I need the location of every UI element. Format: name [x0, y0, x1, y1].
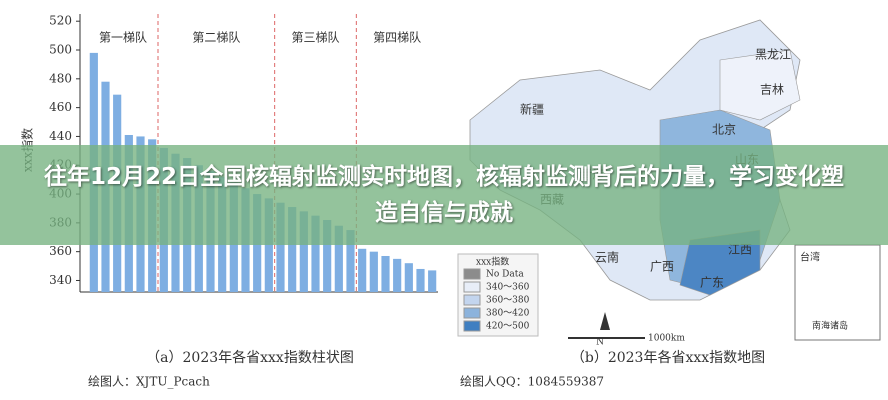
province-label: 云南 [595, 250, 619, 265]
bar [428, 270, 437, 292]
province-label: 江西 [728, 243, 752, 257]
legend-label: 360～380 [486, 296, 530, 306]
map-author: 绘图人QQ：1084559387 [460, 374, 604, 389]
y-tick-label: 360 [49, 244, 72, 258]
group-label: 第四梯队 [373, 30, 421, 45]
bar [381, 255, 390, 292]
bar [393, 258, 402, 292]
legend-label: No Data [486, 270, 524, 280]
legend-label: 420～500 [486, 322, 530, 332]
bar [369, 251, 378, 292]
chart-author: 绘图人：XJTU_Pcach [88, 374, 210, 389]
map-caption: （b）2023年各省xxx指数地图 [571, 350, 765, 366]
bar [346, 230, 355, 292]
y-tick-label: 460 [49, 100, 72, 114]
bar [416, 268, 425, 292]
legend-swatch [463, 268, 481, 280]
banner: 往年12月22日全国核辐射监测实时地图，核辐射监测背后的力量，学习变化塑造自信与… [0, 145, 888, 245]
bar [323, 219, 332, 292]
province-label: 台湾 [800, 251, 820, 264]
bar [264, 198, 273, 292]
province-label: 新疆 [520, 102, 544, 117]
province-label: 南海诸岛 [812, 320, 848, 332]
bar [311, 215, 320, 292]
bar [404, 263, 413, 292]
north-arrow [600, 312, 610, 330]
legend-label: 380～420 [486, 309, 530, 319]
legend-title: xxx指数 [476, 256, 509, 268]
bar [299, 211, 308, 292]
province-label: 黑龙江 [755, 48, 791, 62]
province-label: 吉林 [760, 83, 784, 97]
map-shape [719, 49, 801, 121]
province-label: 北京 [712, 123, 736, 137]
legend-label: 340～360 [486, 283, 530, 293]
group-label: 第二梯队 [192, 30, 240, 45]
province-label: 广西 [650, 260, 674, 274]
y-tick-label: 520 [49, 14, 72, 28]
bar [276, 202, 285, 292]
chart-caption: （a）2023年各省xxx指数柱状图 [146, 350, 354, 366]
group-label: 第三梯队 [291, 30, 339, 45]
banner-title: 往年12月22日全国核辐射监测实时地图，核辐射监测背后的力量，学习变化塑造自信与… [43, 164, 844, 226]
inset-frame [794, 244, 881, 341]
legend-swatch [463, 307, 481, 319]
y-tick-label: 500 [49, 43, 72, 57]
north-label: N [596, 338, 604, 348]
bar [288, 207, 297, 292]
y-tick-label: 440 [49, 129, 72, 143]
bar [358, 248, 367, 292]
y-tick-label: 480 [49, 71, 72, 85]
y-tick-label: 340 [49, 273, 72, 287]
bar [334, 225, 343, 292]
scale-label: 1000km [648, 334, 685, 344]
legend-swatch [463, 281, 481, 293]
legend-swatch [463, 320, 481, 332]
group-label: 第一梯队 [99, 30, 147, 45]
province-label: 广东 [700, 276, 724, 290]
legend-swatch [463, 294, 481, 306]
